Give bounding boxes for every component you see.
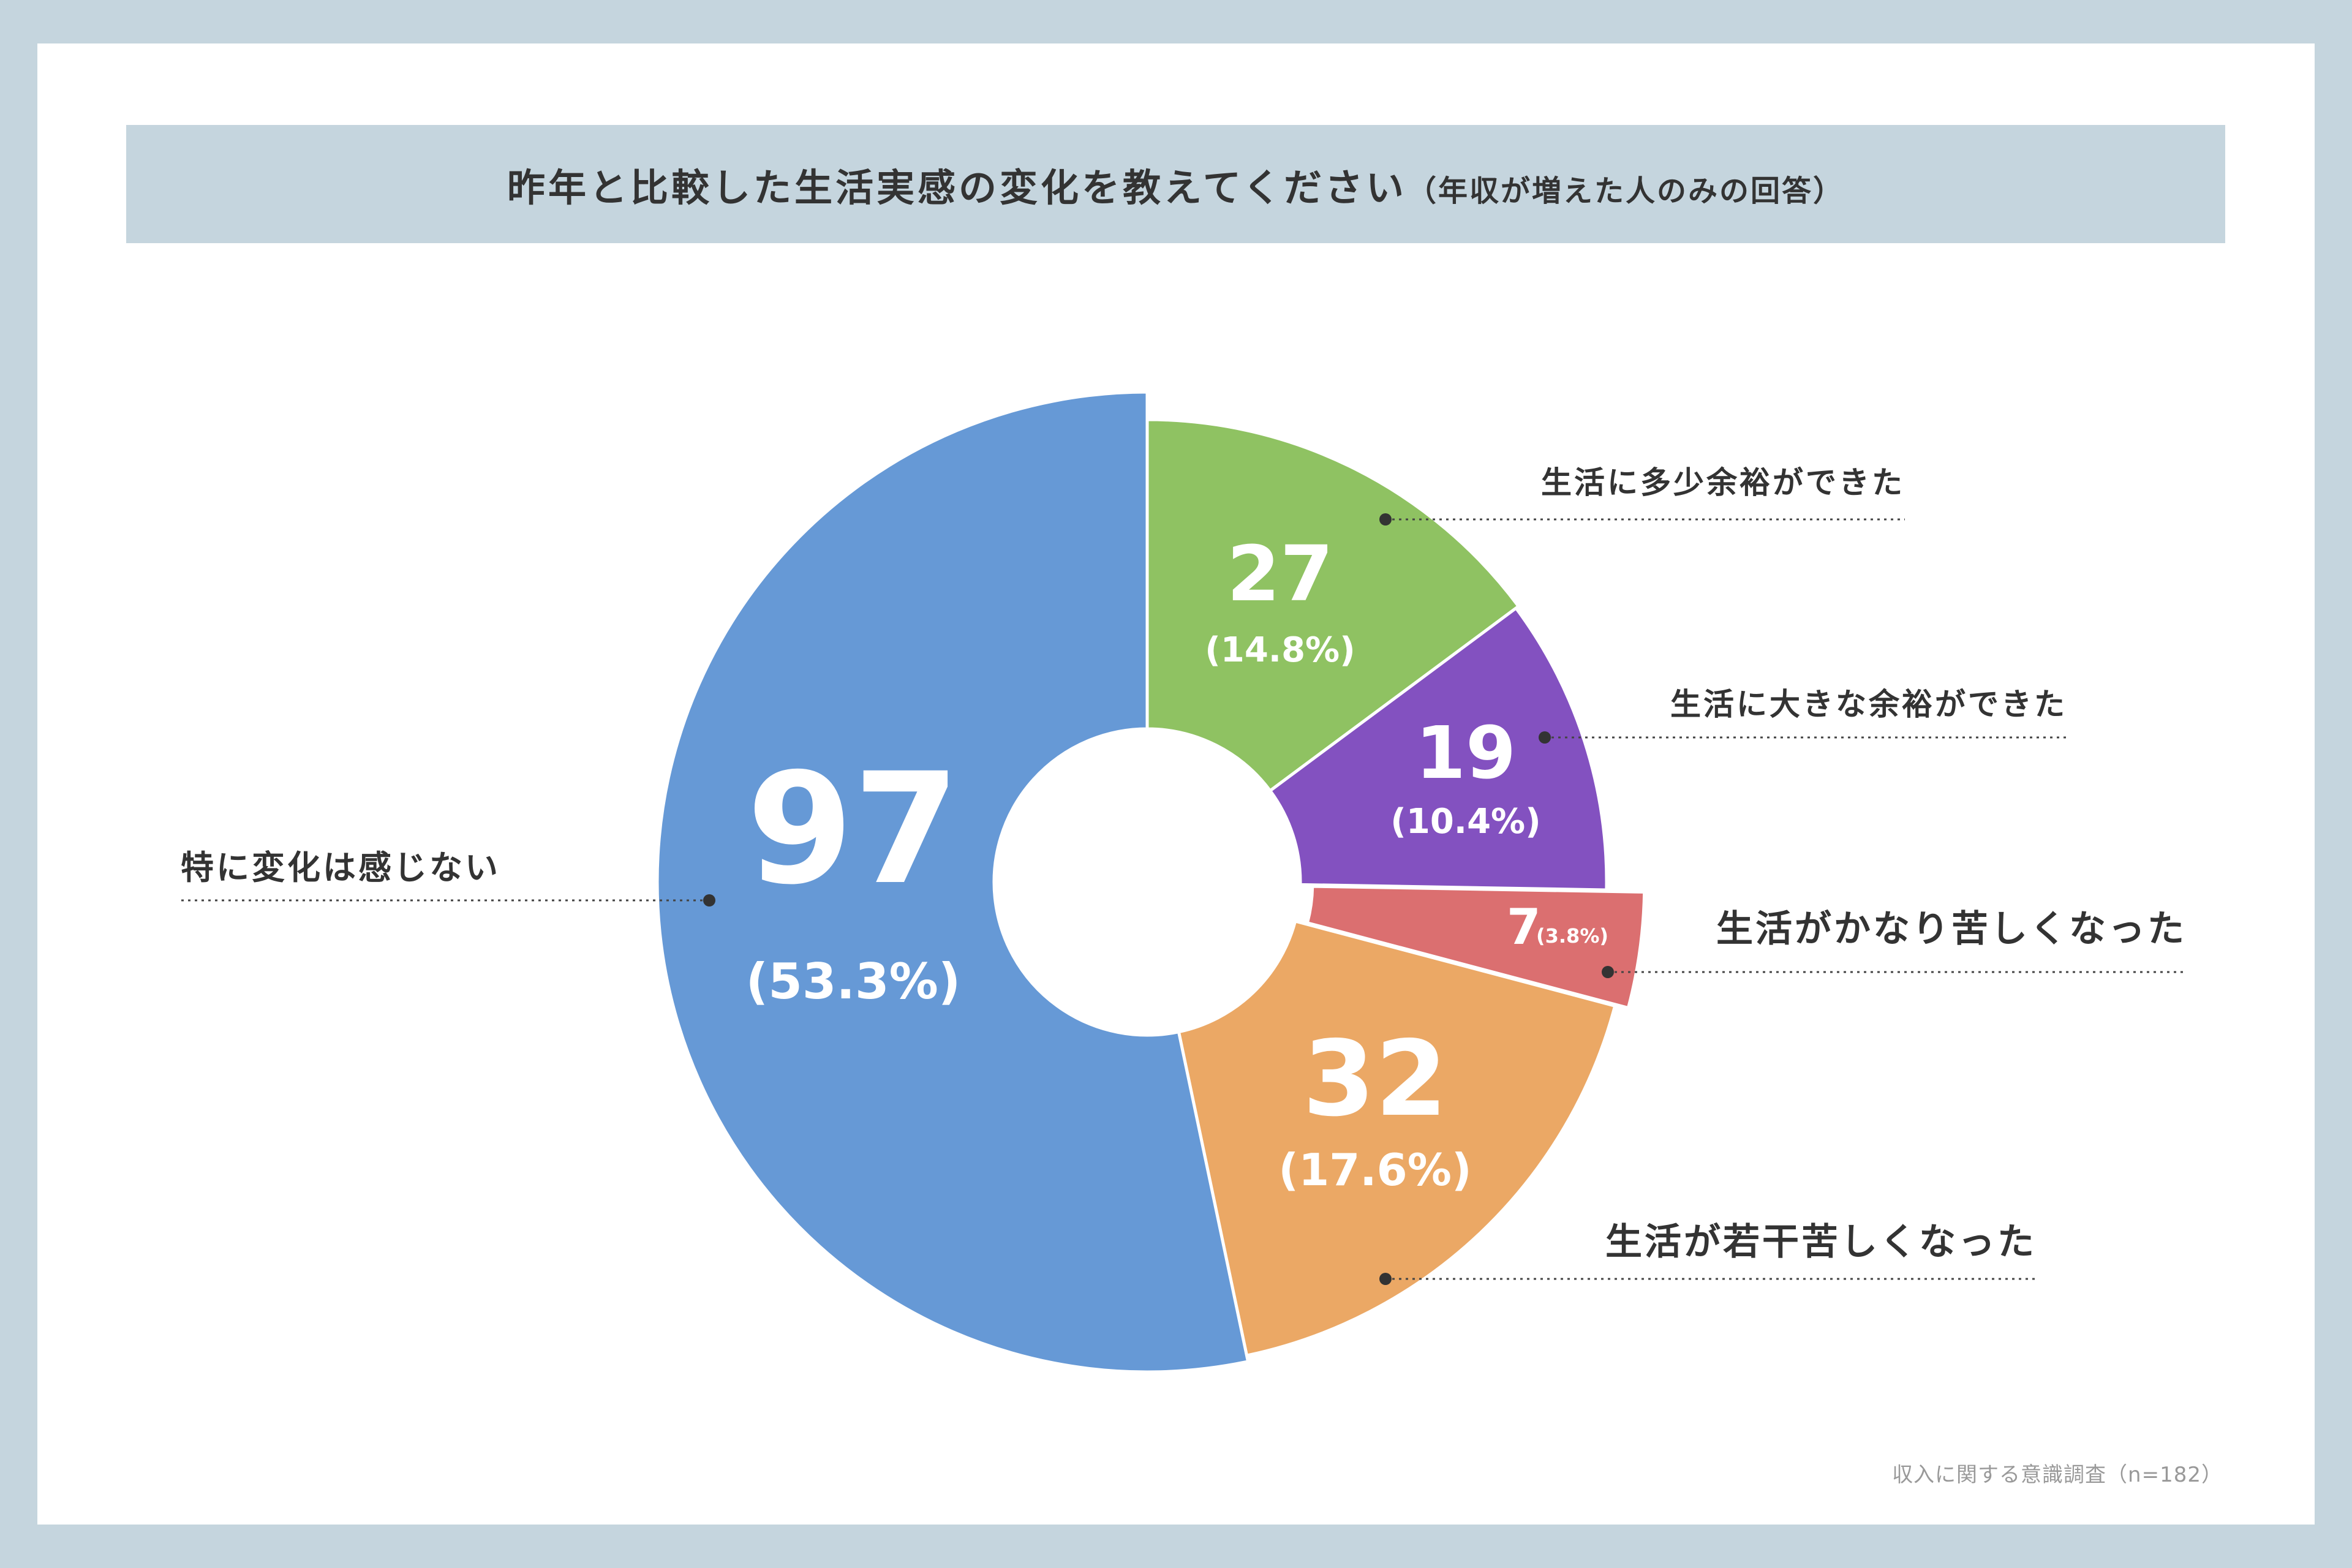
category-label-1: 特に変化は感じない xyxy=(181,848,500,887)
slice-percent-label-2: (14.8%) xyxy=(1205,630,1355,670)
leader-dot-1 xyxy=(703,894,715,907)
donut-slice-5 xyxy=(1177,919,1617,1358)
donut-slice-3 xyxy=(1268,606,1608,892)
source-note: 収入に関する意識調査（n=182） xyxy=(1892,1463,2223,1487)
slice-value-label-5: 32 xyxy=(1303,1019,1448,1140)
leader-dot-3 xyxy=(1539,731,1551,744)
donut-slice-1 xyxy=(655,390,1250,1374)
donut-slice-4 xyxy=(1305,884,1646,1010)
slice-value-label-2: 27 xyxy=(1227,530,1333,619)
chart-title-main: 昨年と比較した生活実感の変化を教えてください xyxy=(507,165,1408,210)
leader-dot-4 xyxy=(1602,966,1614,978)
leader-dot-2 xyxy=(1379,513,1392,526)
leader-dot-5 xyxy=(1379,1273,1392,1285)
chart-title: 昨年と比較した生活実感の変化を教えてください（年収が増えた人のみの回答） xyxy=(507,157,1844,212)
donut-slice-2 xyxy=(1145,418,1521,793)
slice-value-label-3: 19 xyxy=(1415,710,1516,795)
slice-value-label-4: 7 xyxy=(1507,899,1541,956)
slice-percent-label-4: (3.8%) xyxy=(1536,924,1608,948)
category-label-2: 生活に多少余裕ができた xyxy=(1541,465,1905,500)
slice-percent-label-1: (53.3%) xyxy=(746,953,961,1010)
title-bar: 昨年と比較した生活実感の変化を教えてください（年収が増えた人のみの回答） xyxy=(126,125,2225,243)
slice-percent-label-5: (17.6%) xyxy=(1278,1144,1472,1196)
slice-percent-label-3: (10.4%) xyxy=(1390,802,1540,842)
category-label-4: 生活がかなり苦しくなった xyxy=(1716,908,2187,951)
slice-value-label-1: 97 xyxy=(747,740,960,918)
chart-title-sub: （年収が増えた人のみの回答） xyxy=(1407,173,1845,208)
category-label-3: 生活に大きな余裕ができた xyxy=(1670,687,2067,722)
category-label-5: 生活が若干苦しくなった xyxy=(1605,1221,2037,1264)
